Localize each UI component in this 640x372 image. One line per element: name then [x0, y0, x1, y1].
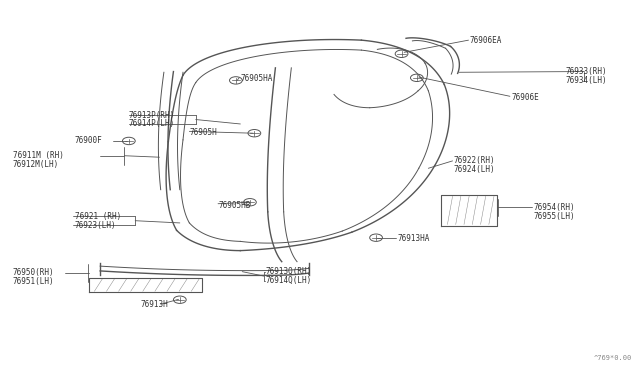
- Text: 76913Q(RH): 76913Q(RH): [266, 267, 312, 276]
- Text: 76934(LH): 76934(LH): [565, 76, 607, 85]
- Text: 76950(RH): 76950(RH): [13, 268, 54, 277]
- Text: 76922(RH): 76922(RH): [454, 156, 495, 166]
- Text: 76921 (RH): 76921 (RH): [75, 212, 121, 221]
- Text: 76951(LH): 76951(LH): [13, 277, 54, 286]
- Text: 76954(RH): 76954(RH): [534, 203, 575, 212]
- Text: 76914Q(LH): 76914Q(LH): [266, 276, 312, 285]
- Text: 76906E: 76906E: [511, 93, 539, 102]
- Text: ^769*0.00: ^769*0.00: [594, 355, 632, 361]
- Text: 76924(LH): 76924(LH): [454, 165, 495, 174]
- Text: 76912M(LH): 76912M(LH): [13, 160, 59, 169]
- Text: 76911M (RH): 76911M (RH): [13, 151, 64, 160]
- Text: 76913HA: 76913HA: [397, 234, 430, 243]
- Text: 76923(LH): 76923(LH): [75, 221, 116, 230]
- Text: 76905HA: 76905HA: [241, 74, 273, 83]
- Text: 76906EA: 76906EA: [470, 36, 502, 45]
- Text: 76933(RH): 76933(RH): [565, 67, 607, 76]
- Text: 76905H: 76905H: [189, 128, 217, 137]
- Text: 76913H: 76913H: [140, 300, 168, 310]
- Text: 76905HB: 76905HB: [218, 201, 250, 210]
- Text: 76913P(RH): 76913P(RH): [129, 110, 175, 120]
- Text: 76900F: 76900F: [75, 137, 102, 145]
- Text: 76914P(LH): 76914P(LH): [129, 119, 175, 128]
- Text: 76955(LH): 76955(LH): [534, 212, 575, 221]
